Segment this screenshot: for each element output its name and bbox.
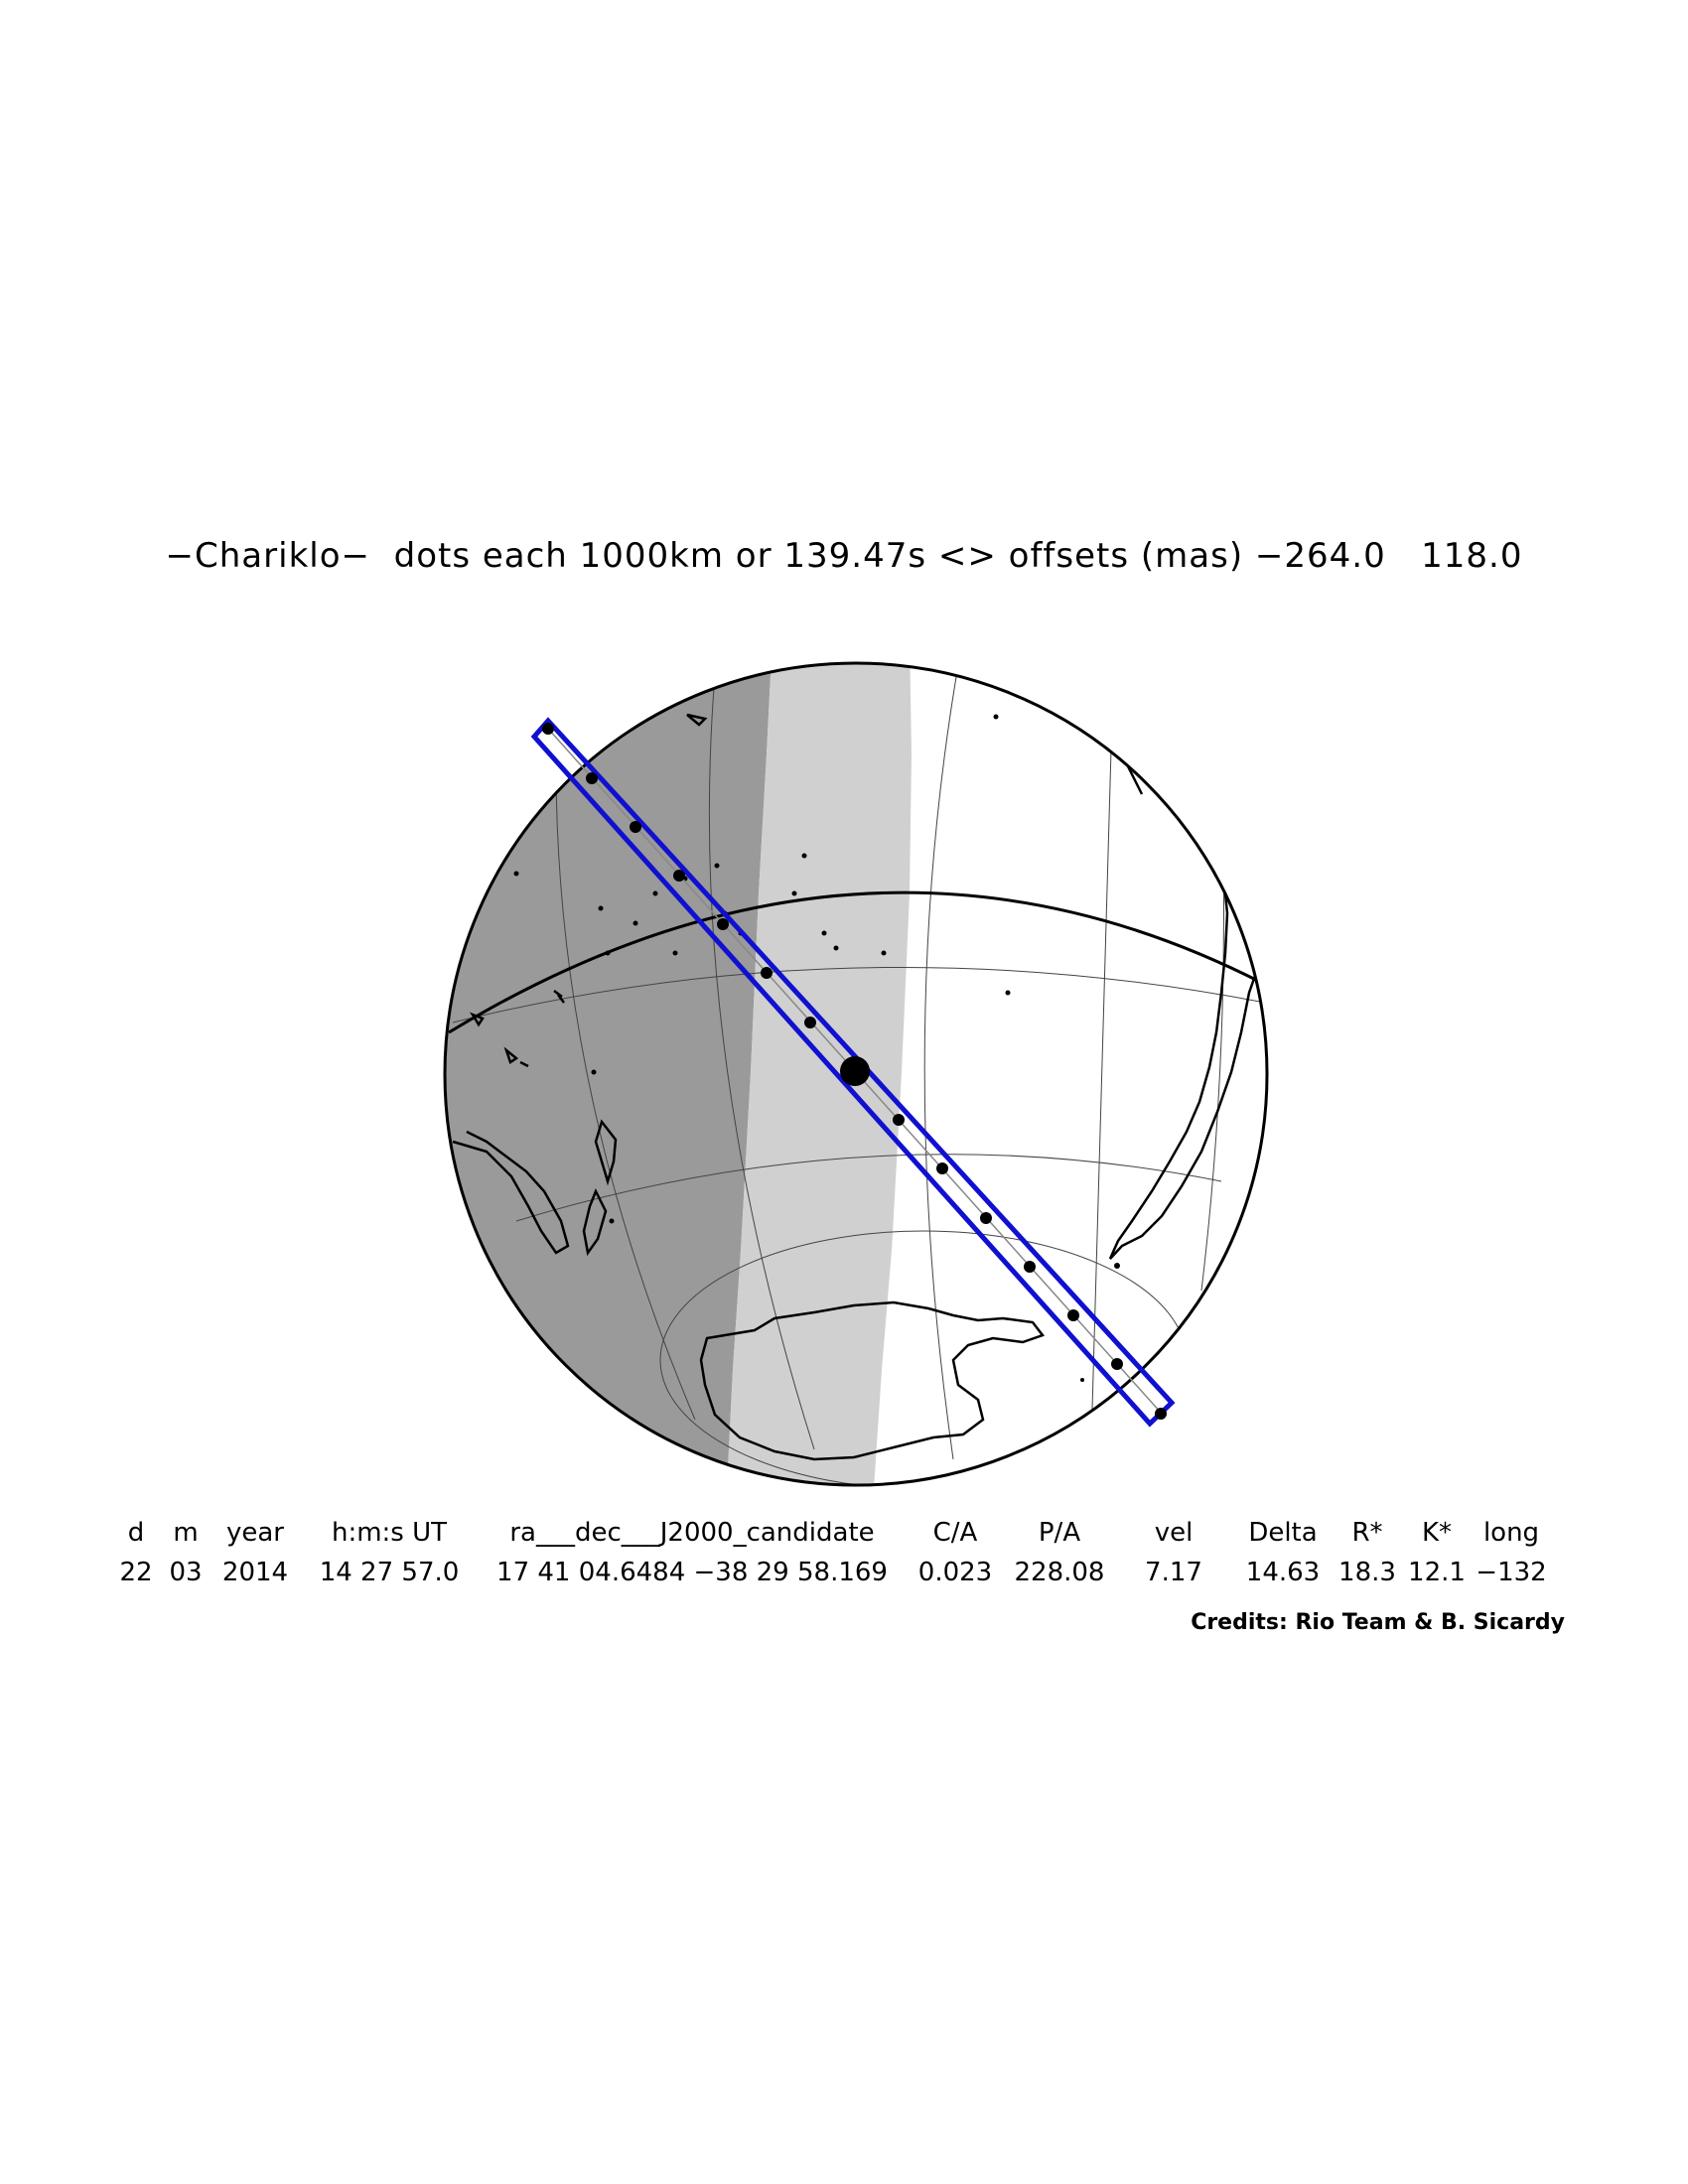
prediction-parameters-table: d m year h:m:s UT ra___dec___J2000_candi… <box>111 1513 1551 1592</box>
path-dot <box>804 1017 816 1028</box>
header-cell: R* <box>1351 1518 1383 1548</box>
header-cell: long <box>1482 1518 1540 1548</box>
australia-coast <box>452 1130 570 1255</box>
path-dot <box>1111 1358 1123 1370</box>
path-dot <box>761 967 773 979</box>
time-dots <box>542 723 1167 1420</box>
path-dot <box>936 1162 948 1174</box>
value-cell: 22 <box>119 1558 153 1587</box>
table-header-row: d m year h:m:s UT ra___dec___J2000_candi… <box>111 1513 1551 1553</box>
globe-outline <box>443 661 1269 1487</box>
graticule <box>452 664 1266 1485</box>
antarctica-coast <box>699 1300 1046 1461</box>
path-dot <box>673 870 685 882</box>
new-zealand-south-coast <box>582 1187 608 1257</box>
twilight-region <box>727 663 912 1485</box>
globe <box>445 663 1267 1485</box>
header-cell: m <box>173 1518 199 1548</box>
header-cell: C/A <box>932 1518 978 1548</box>
new-zealand-coast <box>594 1119 618 1186</box>
value-cell: 228.08 <box>1014 1558 1105 1587</box>
value-cell: 17 41 04.6484 −38 29 58.169 <box>496 1558 888 1587</box>
equator <box>448 890 1267 1034</box>
path-dot <box>980 1212 992 1224</box>
value-cell: 14 27 57.0 <box>319 1558 460 1587</box>
path-dot <box>1024 1261 1036 1273</box>
path-dot <box>893 1114 905 1126</box>
header-cell: ra___dec___J2000_candidate <box>509 1518 875 1548</box>
value-cell: −132 <box>1476 1558 1547 1587</box>
credits: Credits: Rio Team & B. Sicardy <box>1191 1610 1565 1635</box>
path-dot <box>717 918 729 930</box>
header-cell: h:m:s UT <box>331 1518 448 1548</box>
header-cell: Delta <box>1248 1518 1318 1548</box>
value-cell: 12.1 <box>1408 1558 1466 1587</box>
path-dot <box>542 723 554 735</box>
value-cell: 0.023 <box>917 1558 993 1587</box>
night-region <box>445 663 773 1485</box>
value-cell: 18.3 <box>1338 1558 1396 1587</box>
header-cell: K* <box>1421 1518 1453 1548</box>
header-cell: year <box>225 1518 284 1548</box>
header-cell: vel <box>1154 1518 1194 1548</box>
path-dot <box>630 821 641 833</box>
south-america-coast <box>1108 841 1267 1260</box>
table-value-row: 22 03 2014 14 27 57.0 17 41 04.6484 −38 … <box>111 1553 1551 1592</box>
path-dot <box>1067 1309 1079 1321</box>
map-title: −Chariklo− dots each 1000km or 139.47s <… <box>165 536 1523 576</box>
header-cell: P/A <box>1038 1518 1081 1548</box>
value-cell: 7.17 <box>1145 1558 1202 1587</box>
path-outer-limits <box>530 717 1176 1428</box>
value-cell: 14.63 <box>1245 1558 1321 1587</box>
header-cell: d <box>127 1518 145 1548</box>
value-cell: 03 <box>169 1558 203 1587</box>
value-cell: 2014 <box>221 1558 289 1587</box>
central-instant-dot <box>840 1056 870 1086</box>
path-dot <box>586 772 598 784</box>
path-dot <box>1155 1408 1167 1420</box>
